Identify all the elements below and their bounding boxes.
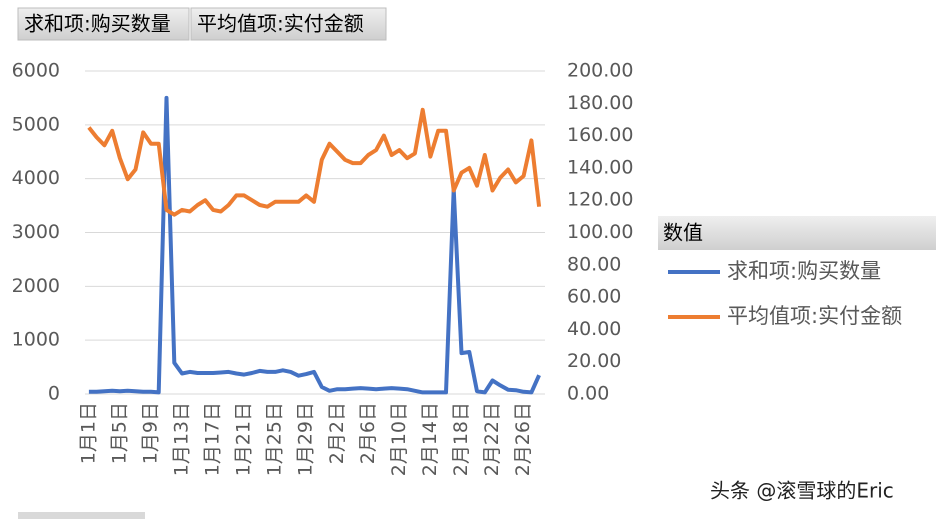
y2-tick-label: 140.00	[567, 156, 633, 178]
y2-tick-label: 160.00	[567, 124, 633, 146]
y-tick-label: 3000	[12, 221, 60, 243]
y2-tick-label: 200.00	[567, 60, 633, 82]
y-tick-label: 2000	[12, 275, 60, 297]
y2-tick-label: 100.00	[567, 221, 633, 243]
y-tick-label: 1000	[12, 329, 60, 351]
x-tick-label: 2月22日	[481, 402, 503, 476]
x-tick-label: 1月17日	[202, 402, 224, 476]
y-tick-label: 0	[48, 383, 60, 405]
x-tick-label: 1月13日	[171, 402, 193, 476]
y2-tick-label: 60.00	[567, 286, 621, 308]
x-tick-label: 1月25日	[264, 402, 286, 476]
field-button[interactable]	[17, 7, 190, 41]
x-tick-label: 1月9日	[139, 402, 161, 464]
y-tick-label: 5000	[12, 113, 60, 135]
field-button[interactable]	[190, 7, 387, 41]
field-button-label[interactable]: 平均值项:实付金额	[197, 12, 364, 36]
watermark: 头条 @滚雪球的Eric	[710, 479, 894, 503]
line-series	[87, 107, 542, 217]
y2-tick-label: 180.00	[567, 92, 633, 114]
x-tick-label: 2月6日	[357, 402, 379, 464]
legend-title[interactable]: 数值	[663, 221, 703, 245]
y-tick-label: 6000	[12, 60, 60, 82]
y2-tick-label: 80.00	[567, 253, 621, 275]
y2-tick-label: 0.00	[567, 383, 609, 405]
y2-tick-label: 40.00	[567, 318, 621, 340]
y-tick-label: 4000	[12, 167, 60, 189]
field-button-label[interactable]: 求和项:购买数量	[24, 12, 171, 36]
x-tick-label: 2月26日	[512, 402, 534, 476]
x-tick-label: 1月29日	[295, 402, 317, 476]
field-button[interactable]	[18, 512, 145, 519]
x-tick-label: 2月10日	[388, 402, 410, 476]
legend-label: 求和项:购买数量	[727, 259, 881, 283]
x-tick-label: 2月14日	[419, 402, 441, 476]
legend-label: 平均值项:实付金额	[727, 304, 902, 328]
x-tick-label: 2月2日	[326, 402, 348, 464]
x-tick-label: 1月5日	[108, 402, 130, 464]
y2-tick-label: 20.00	[567, 350, 621, 372]
x-tick-label: 2月18日	[450, 402, 472, 476]
x-tick-label: 1月21日	[233, 402, 255, 476]
y2-tick-label: 120.00	[567, 189, 633, 211]
legend-title-box[interactable]	[658, 216, 936, 250]
x-tick-label: 1月1日	[77, 402, 99, 464]
